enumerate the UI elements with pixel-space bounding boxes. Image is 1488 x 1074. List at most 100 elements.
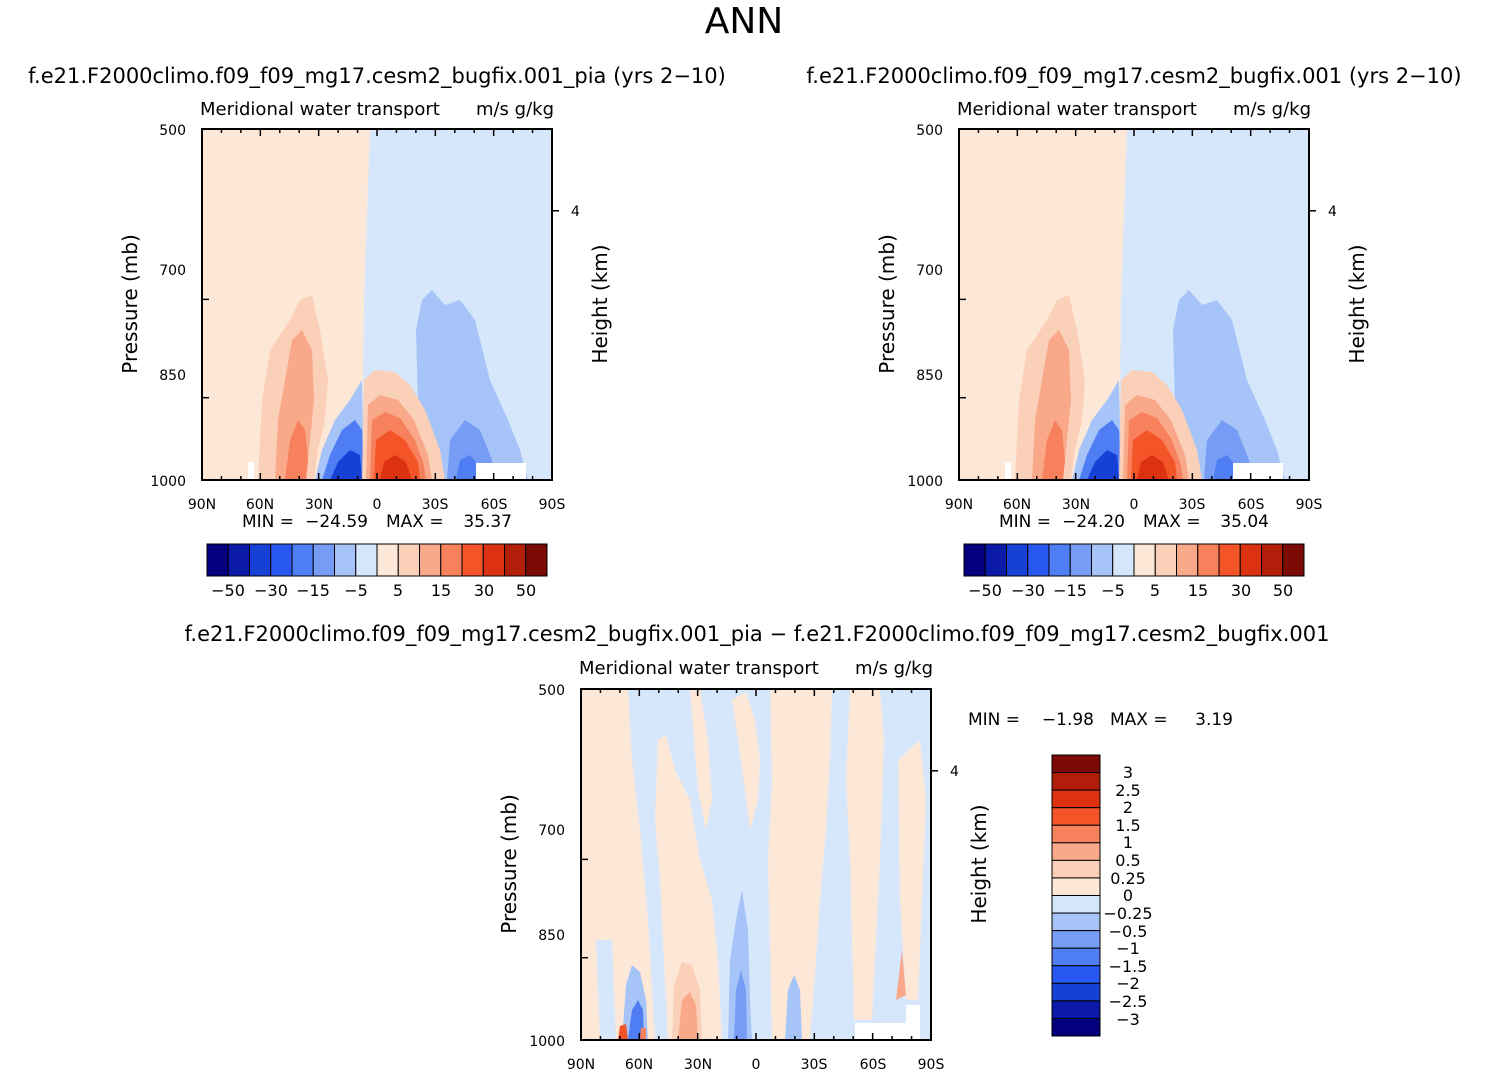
colorbar-label: 5 [393,581,403,600]
colorbar-swatch [376,543,399,577]
colorbar-swatch [1051,754,1101,774]
colorbar-swatch [249,543,272,577]
contour-field [581,689,931,1040]
colorbar-swatch [1051,947,1101,967]
y-tick-label: 700 [916,263,943,279]
y-right-axis-label: Height (km) [967,804,991,923]
colorbar-swatch [1051,912,1101,932]
contour-red-3 [285,420,308,480]
colorbar-swatch [1051,772,1101,791]
y-tick-label: 850 [916,368,943,384]
colorbar-swatch [1239,543,1262,577]
colorbar-swatch [355,543,378,577]
colorbar-swatch [1154,543,1177,577]
page-title: ANN [704,1,784,42]
x-tick-label: 60S [1238,497,1265,513]
colorbar-label: −1 [1116,939,1140,958]
x-tick-label: 60S [860,1057,887,1073]
colorbar-swatch [461,543,484,577]
colorbar-swatch [1197,543,1220,577]
colorbar-swatch [525,543,548,577]
colorbar-swatch [1051,842,1101,861]
x-tick-label: 0 [752,1057,761,1073]
max-label: MAX = [386,512,444,532]
y-right-tick-label: 4 [1328,204,1337,220]
contour-blue-1 [416,290,528,480]
missing-data-mask [906,1005,920,1040]
colorbar-label: 5 [1150,581,1160,600]
panel-title: f.e21.F2000climo.f09_f09_mg17.cesm2_bugf… [28,64,726,89]
y-right-axis-label: Height (km) [1345,244,1369,363]
colorbar-swatch [504,543,527,577]
max-value: 3.19 [1195,710,1233,730]
colorbar-label: 50 [1273,581,1293,600]
contour-negative-3 [628,1000,644,1040]
contour-positive-edge [896,950,906,1000]
x-tick-label: 90N [188,497,216,513]
colorbar-swatch [440,543,463,577]
colorbar-label: −15 [1053,581,1087,600]
colorbar-swatch [291,543,314,577]
y-tick-label: 500 [159,123,186,139]
colorbar-label: −0.5 [1109,922,1148,941]
max-value: 35.37 [463,512,512,532]
panel-subtitle-left: Meridional water transport [579,658,819,679]
contour-field [959,129,1309,480]
colorbar-swatch [1176,543,1199,577]
min-label: MIN = [242,512,294,532]
contour-positive [846,689,884,1020]
contour-positive [596,940,616,1040]
y-tick-label: 500 [916,123,943,139]
y-right-tick-label: 4 [950,764,959,780]
min-value: −24.59 [305,512,368,532]
colorbar-label: 15 [431,581,451,600]
panel-subtitle-left: Meridional water transport [200,99,440,120]
missing-data-mask [1233,463,1283,480]
colorbar-label: −50 [211,581,245,600]
colorbar-label: 0.25 [1110,869,1146,888]
contour-positive-edge [640,1028,646,1040]
colorbar-label: −30 [1011,581,1045,600]
colorbar-swatch [206,543,229,577]
x-tick-label: 30S [422,497,449,513]
colorbar-swatch [312,543,335,577]
panel-subtitle-right: m/s g/kg [855,658,933,679]
colorbar-swatch [1051,1017,1101,1037]
y-tick-label: 1000 [529,1034,565,1050]
colorbar-swatch [1282,543,1305,577]
contour-positive-3 [678,992,698,1040]
y-tick-label: 1000 [907,474,943,490]
y-tick-label: 1000 [150,474,186,490]
y-axis-label: Pressure (mb) [497,794,521,934]
colorbar-label: −2 [1116,974,1140,993]
colorbar-label: −5 [344,581,368,600]
x-tick-label: 90S [1296,497,1323,513]
colorbar-label: 2.5 [1115,781,1140,800]
x-tick-label: 0 [373,497,382,513]
colorbar-swatch [1051,807,1101,826]
colorbar [963,543,1305,577]
min-label: MIN = [999,512,1051,532]
x-tick-label: 90S [539,497,566,513]
colorbar-swatch [1051,982,1101,1002]
colorbar-labels: 3 2.5 2 1.5 1 0.5 0.25 0 −0.25 −0.5 −1 −… [1103,763,1152,1029]
colorbar-label: −50 [968,581,1002,600]
contour-blue-eq-3 [1087,450,1119,480]
colorbar [1051,754,1101,1037]
colorbar-label: 15 [1188,581,1208,600]
contour-blue-3 [1213,455,1235,480]
x-tick-label: 30S [801,1057,828,1073]
colorbar-swatch [984,543,1007,577]
colorbar-swatch [1048,543,1071,577]
panel-subtitle-left: Meridional water transport [957,99,1197,120]
panel-subtitle-right: m/s g/kg [476,99,554,120]
colorbar-swatch [1027,543,1050,577]
x-tick-label: 0 [1130,497,1139,513]
colorbar-label: 30 [474,581,494,600]
y-axis-label: Pressure (mb) [118,234,142,374]
colorbar-swatch [1006,543,1029,577]
contour-positive [655,735,722,1040]
y-right-tick-label: 4 [571,204,580,220]
colorbar-label: −0.25 [1103,904,1152,923]
